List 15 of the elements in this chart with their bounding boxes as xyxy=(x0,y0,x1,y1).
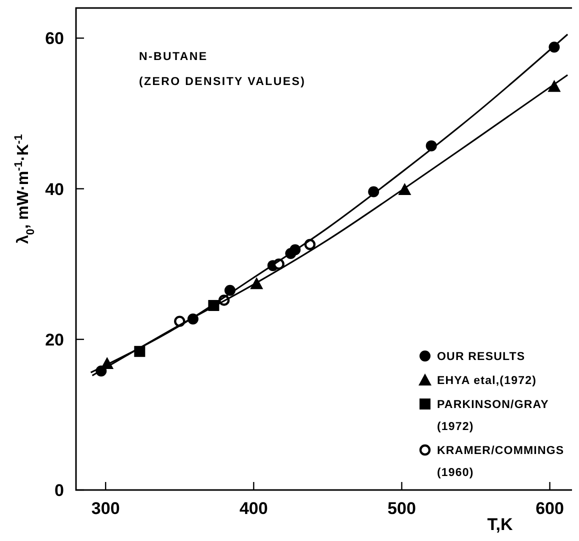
annotation: N-BUTANE xyxy=(139,51,208,63)
legend-label: EHYA etal,(1972) xyxy=(437,375,537,387)
x-tick-label: 300 xyxy=(91,499,120,518)
legend-label: KRAMER/COMMINGS (1960) xyxy=(437,445,564,479)
x-tick-label: 500 xyxy=(388,499,416,518)
y-tick-label: 20 xyxy=(45,330,64,350)
x-tick-label: 400 xyxy=(239,499,268,518)
y-tick-label: 0 xyxy=(54,481,64,500)
legend-label: PARKINSON/GRAY (1972) xyxy=(437,399,549,433)
y-tick-label: 40 xyxy=(45,180,64,199)
legend-label: OUR RESULTS xyxy=(437,351,526,363)
y-tick-label: 60 xyxy=(45,29,64,48)
x-tick-label: 600 xyxy=(536,499,564,518)
annotation: (ZERO DENSITY VALUES) xyxy=(139,76,306,88)
x-axis-title: T,K xyxy=(487,515,514,534)
